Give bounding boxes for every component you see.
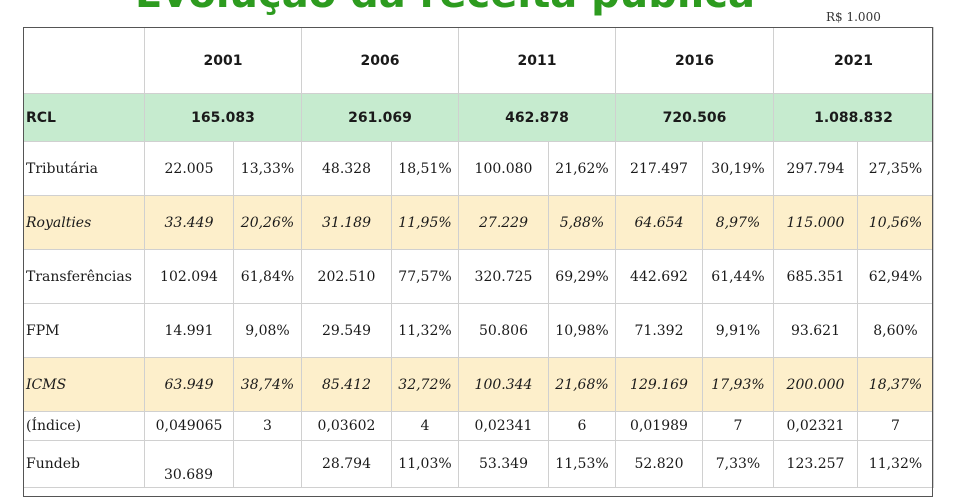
rcl-value: 1.088.832 (773, 93, 934, 142)
table-cell: 7 (857, 411, 934, 441)
table-cell: 685.351 (773, 249, 858, 304)
table-cell: 77,57% (391, 249, 459, 304)
table-cell: 38,74% (233, 357, 302, 412)
rcl-value: 462.878 (458, 93, 616, 142)
row-label: Tributária (23, 141, 145, 196)
table-row: Royalties 33.449 20,26% 31.189 11,95% 27… (23, 195, 934, 250)
table-cell: 320.725 (458, 249, 549, 304)
table-cell: 30,19% (702, 141, 774, 196)
table-cell: 11,95% (391, 195, 459, 250)
table-cell: 18,51% (391, 141, 459, 196)
table-cell: 14.991 (144, 303, 234, 358)
revenue-table: 2001 2006 2011 2016 2021 RCL 165.083 261… (23, 27, 934, 488)
table-cell: 100.344 (458, 357, 549, 412)
table-row: ICMS 63.949 38,74% 85.412 32,72% 100.344… (23, 357, 934, 412)
year-header: 2021 (773, 27, 934, 94)
table-cell: 8,60% (857, 303, 934, 358)
rcl-value: 720.506 (615, 93, 774, 142)
table-cell: 31.189 (301, 195, 392, 250)
table-cell: 297.794 (773, 141, 858, 196)
rcl-value: 165.083 (144, 93, 302, 142)
table-cell: 27.229 (458, 195, 549, 250)
table-cell: 10,56% (857, 195, 934, 250)
rcl-value: 261.069 (301, 93, 459, 142)
table-cell: 11,32% (391, 303, 459, 358)
row-label: Royalties (23, 195, 145, 250)
table-cell: 93.621 (773, 303, 858, 358)
table-cell: 0,02341 (458, 411, 549, 441)
table-cell: 61,44% (702, 249, 774, 304)
table-cell: 115.000 (773, 195, 858, 250)
table-cell: 5,88% (548, 195, 616, 250)
partial-cell-value: 30.689 (164, 467, 213, 483)
page-title: Evolução da receita pública (0, 0, 890, 16)
table-cell: 200.000 (773, 357, 858, 412)
table-cell: 9,91% (702, 303, 774, 358)
table-cell: 6 (548, 411, 616, 441)
table-cell: 63.949 (144, 357, 234, 412)
row-label: FPM (23, 303, 145, 358)
table-row: (Índice) 0,049065 3 0,03602 4 0,02341 6 … (23, 411, 934, 441)
table-outer-border (23, 27, 933, 497)
table-cell: 3 (233, 411, 302, 441)
table-cell: 21,62% (548, 141, 616, 196)
table-cell: 217.497 (615, 141, 703, 196)
table-cell: 71.392 (615, 303, 703, 358)
table-row: Transferências 102.094 61,84% 202.510 77… (23, 249, 934, 304)
rcl-row: RCL 165.083 261.069 462.878 720.506 1.08… (23, 93, 934, 142)
table-cell: 0,03602 (301, 411, 392, 441)
table-cell: 27,35% (857, 141, 934, 196)
table-cell: 17,93% (702, 357, 774, 412)
unit-label: R$ 1.000 (826, 10, 881, 24)
header-empty-cell (23, 27, 145, 94)
table-cell: 13,33% (233, 141, 302, 196)
table-cell: 61,84% (233, 249, 302, 304)
table-cell: 29.549 (301, 303, 392, 358)
year-header: 2011 (458, 27, 616, 94)
table-row: FPM 14.991 9,08% 29.549 11,32% 50.806 10… (23, 303, 934, 358)
table-cell: 8,97% (702, 195, 774, 250)
table-cell: 64.654 (615, 195, 703, 250)
table-cell: 62,94% (857, 249, 934, 304)
table-cell: 85.412 (301, 357, 392, 412)
table-cell: 0,049065 (144, 411, 234, 441)
table-cell: 33.449 (144, 195, 234, 250)
table-cell: 20,26% (233, 195, 302, 250)
table-cell: 48.328 (301, 141, 392, 196)
